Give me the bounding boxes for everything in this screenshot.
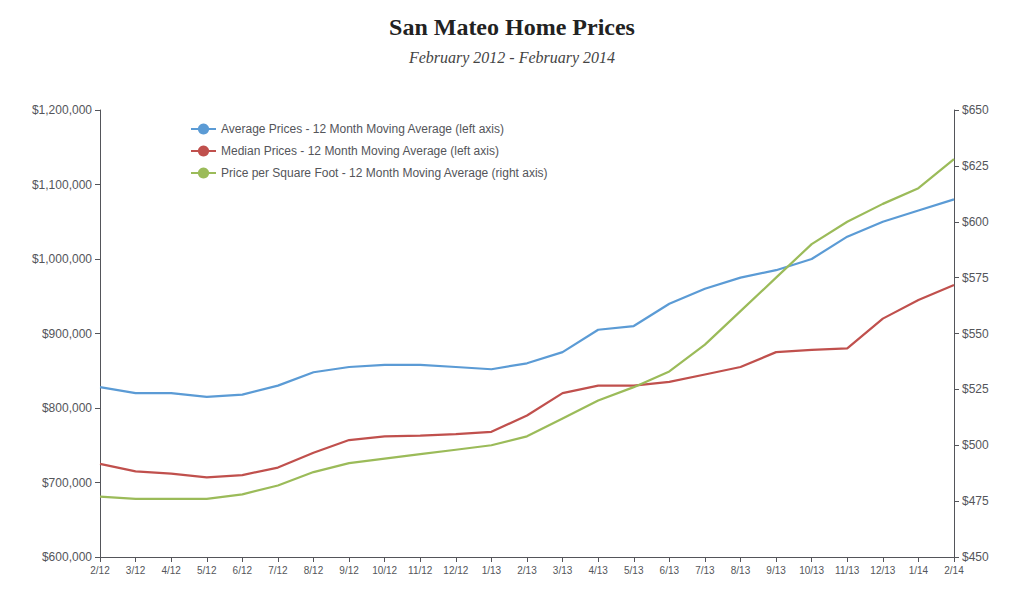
- svg-text:1/13: 1/13: [482, 565, 502, 576]
- svg-text:$575: $575: [962, 271, 989, 285]
- svg-text:10/12: 10/12: [372, 565, 397, 576]
- svg-text:$650: $650: [962, 103, 989, 117]
- svg-text:11/13: 11/13: [835, 565, 860, 576]
- svg-text:$450: $450: [962, 550, 989, 564]
- svg-text:$475: $475: [962, 494, 989, 508]
- svg-text:$1,000,000: $1,000,000: [32, 252, 92, 266]
- svg-text:San Mateo Home Prices: San Mateo Home Prices: [389, 14, 635, 40]
- svg-text:6/13: 6/13: [660, 565, 680, 576]
- svg-text:7/12: 7/12: [268, 565, 288, 576]
- svg-text:$600,000: $600,000: [42, 550, 92, 564]
- svg-text:8/13: 8/13: [731, 565, 751, 576]
- svg-text:$625: $625: [962, 159, 989, 173]
- svg-text:2/12: 2/12: [90, 565, 110, 576]
- svg-text:4/13: 4/13: [588, 565, 608, 576]
- svg-text:12/12: 12/12: [443, 565, 468, 576]
- svg-text:7/13: 7/13: [695, 565, 715, 576]
- svg-text:10/13: 10/13: [799, 565, 824, 576]
- svg-text:2/14: 2/14: [944, 565, 964, 576]
- svg-text:2/13: 2/13: [517, 565, 537, 576]
- svg-text:February 2012 - February 2014: February 2012 - February 2014: [408, 49, 615, 67]
- svg-text:5/13: 5/13: [624, 565, 644, 576]
- svg-text:$1,200,000: $1,200,000: [32, 103, 92, 117]
- svg-text:$525: $525: [962, 382, 989, 396]
- svg-text:6/12: 6/12: [233, 565, 253, 576]
- svg-text:$800,000: $800,000: [42, 401, 92, 415]
- svg-text:Price per Square Foot - 12 Mon: Price per Square Foot - 12 Month Moving …: [221, 166, 548, 180]
- svg-text:5/12: 5/12: [197, 565, 217, 576]
- svg-text:4/12: 4/12: [161, 565, 181, 576]
- svg-text:9/13: 9/13: [766, 565, 786, 576]
- svg-text:Average Prices - 12 Month Movi: Average Prices - 12 Month Moving Average…: [221, 122, 504, 136]
- svg-text:9/12: 9/12: [339, 565, 359, 576]
- svg-text:Median Prices - 12 Month Movin: Median Prices - 12 Month Moving Average …: [221, 144, 499, 158]
- svg-text:1/14: 1/14: [909, 565, 929, 576]
- svg-text:8/12: 8/12: [304, 565, 324, 576]
- svg-text:$700,000: $700,000: [42, 476, 92, 490]
- svg-text:$500: $500: [962, 438, 989, 452]
- svg-text:3/13: 3/13: [553, 565, 573, 576]
- svg-text:11/12: 11/12: [408, 565, 433, 576]
- svg-text:12/13: 12/13: [870, 565, 895, 576]
- svg-text:3/12: 3/12: [126, 565, 146, 576]
- svg-text:$900,000: $900,000: [42, 327, 92, 341]
- svg-text:$600: $600: [962, 215, 989, 229]
- svg-text:$1,100,000: $1,100,000: [32, 178, 92, 192]
- svg-text:$550: $550: [962, 327, 989, 341]
